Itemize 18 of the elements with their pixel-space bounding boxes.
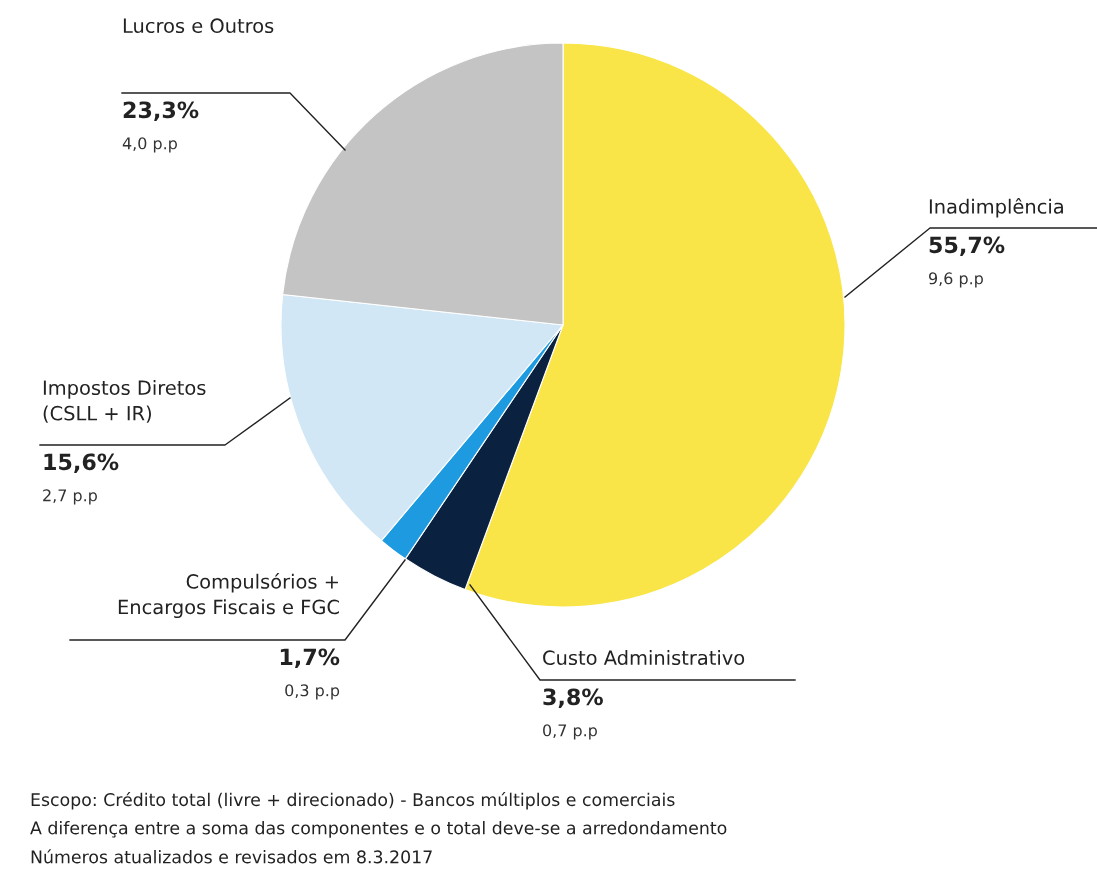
data-label: 3,8%	[543, 688, 603, 709]
slice-label: Impostos Diretos (CSLL + IR)	[43, 380, 206, 423]
slice-label: Inadimplência	[929, 198, 1063, 218]
slice-label: Compulsórios + Encargos Fiscais e FGC	[118, 573, 339, 619]
text: 2,7 p.p	[43, 489, 97, 505]
text: A diferença entre a soma das componentes e o total deve-se a arredondamento	[30, 821, 727, 838]
text: 4,0 p.p	[122, 137, 177, 153]
text: Números atualizados e revisados em 8.3.2017	[31, 849, 432, 864]
data-label: 55,7%	[929, 236, 1005, 257]
data-label: 15,6%	[44, 453, 119, 474]
data-label: 23,3%	[123, 101, 199, 122]
slice-label: Lucros e Outros	[123, 18, 274, 34]
slice-label: Custo Administrativo	[543, 650, 745, 666]
text: Escopo: Crédito total (livre + direcionado) - Bancos múltiplos e comerciais	[31, 792, 675, 810]
text: 9,6 p.p	[929, 272, 983, 288]
text: 0,7 p.p	[543, 724, 597, 740]
data-label: 1,7%	[280, 648, 340, 669]
text: 0,3 p.p	[285, 684, 340, 700]
